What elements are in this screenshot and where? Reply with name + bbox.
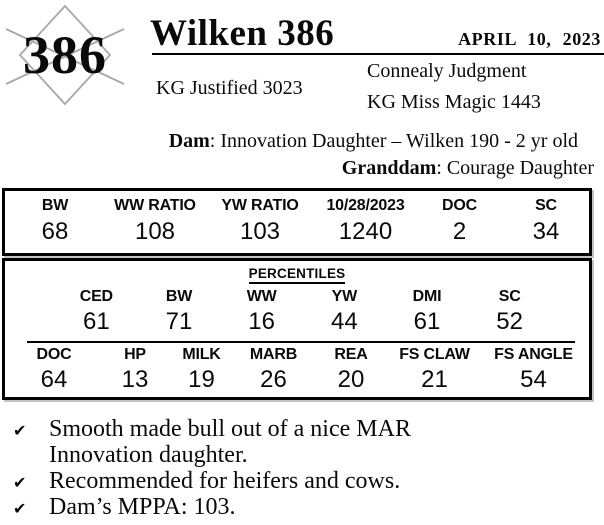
dam-label: Dam	[168, 130, 210, 152]
check-icon: ✔	[13, 499, 27, 518]
perf-value-weight: 1240	[338, 218, 393, 245]
pct-value-marb: 26	[260, 366, 287, 393]
check-icon: ✔	[13, 473, 27, 492]
pct-value-yw: 44	[330, 308, 358, 335]
granddam-line: Granddam: Courage Daughter	[342, 157, 594, 180]
pct-header-fs-angle: FS ANGLE	[494, 346, 573, 363]
percentiles-row2-values: 64 13 19 26 20 21 54	[5, 366, 589, 394]
pct-value-dmi: 61	[413, 308, 441, 335]
pct-header-marb: MARB	[249, 346, 298, 363]
pct-value-fs-claw: 21	[421, 366, 448, 393]
pct-header-milk: MILK	[182, 346, 221, 363]
performance-header-row: BW WW RATIO YW RATIO 10/28/2023 DOC SC	[5, 197, 589, 215]
perf-header-ww-ratio: WW RATIO	[114, 197, 196, 214]
pct-value-fs-angle: 54	[520, 366, 547, 393]
granddam-value: : Courage Daughter	[436, 157, 594, 179]
pct-header-dmi: DMI	[412, 288, 442, 305]
note-item: ✔ Dam’s MPPA: 103.	[13, 494, 499, 520]
pct-header-rea: REA	[334, 346, 368, 363]
pct-value-doc: 64	[40, 366, 68, 393]
page-title: Wilken 386	[150, 13, 335, 54]
percentiles-title: PERCENTILES	[248, 266, 346, 284]
perf-header-sc: SC	[535, 197, 557, 214]
percentiles-title-row: PERCENTILES	[5, 265, 589, 284]
percentiles-row1-values: 61 71 16 44 61 52	[5, 308, 589, 336]
dam-line: Dam: Innovation Daughter – Wilken 190 - …	[169, 130, 578, 153]
note-item: ✔ Smooth made bull out of a nice MAR Inn…	[13, 416, 499, 468]
birth-date: APRIL 10, 2023	[458, 29, 601, 49]
lot-tag: 386	[2, 2, 128, 108]
diamond-x-brand-icon	[5, 4, 125, 106]
title-rule	[152, 53, 604, 55]
granddam-label: Granddam	[341, 157, 437, 179]
pct-value-milk: 19	[188, 366, 215, 393]
notes-list: ✔ Smooth made bull out of a nice MAR Inn…	[13, 416, 499, 520]
performance-value-row: 68 108 103 1240 2 34	[5, 218, 589, 246]
percentiles-row1-headers: CED BW WW YW DMI SC	[5, 288, 589, 306]
perf-header-weigh-date: 10/28/2023	[326, 197, 405, 214]
pct-value-rea: 20	[337, 366, 365, 393]
pct-header-fs-claw: FS CLAW	[399, 346, 470, 363]
pct-header-doc: DOC	[36, 346, 72, 363]
note-text: Dam’s MPPA: 103.	[49, 494, 236, 520]
perf-value-yw-ratio: 103	[239, 218, 281, 245]
perf-value-bw: 68	[41, 218, 69, 245]
pct-header-ww: WW	[246, 288, 277, 305]
pct-header-yw: YW	[331, 288, 358, 305]
pct-value-sc: 52	[496, 308, 523, 335]
pct-header-sc: SC	[498, 288, 521, 305]
pct-header-bw: BW	[165, 288, 193, 305]
note-text: Recommended for heifers and cows.	[49, 468, 401, 494]
pct-header-ced: CED	[79, 288, 113, 305]
perf-header-bw: BW	[41, 197, 69, 214]
sire-name: KG Justified 3023	[156, 77, 303, 99]
percentiles-row2-headers: DOC HP MILK MARB REA FS CLAW FS ANGLE	[5, 346, 589, 364]
perf-header-doc: DOC	[442, 197, 477, 214]
sire-dam-name: KG Miss Magic 1443	[367, 91, 541, 113]
note-item: ✔ Recommended for heifers and cows.	[13, 468, 499, 494]
percentiles-table: PERCENTILES CED BW WW YW DMI SC 61 71 16…	[2, 258, 592, 400]
perf-value-ww-ratio: 108	[134, 218, 176, 245]
sire-sire-name: Connealy Judgment	[367, 60, 527, 82]
perf-value-sc: 34	[532, 218, 560, 245]
perf-value-doc: 2	[452, 218, 467, 245]
dam-value: : Innovation Daughter – Wilken 190 - 2 y…	[209, 130, 578, 152]
percentiles-divider	[27, 341, 575, 343]
lot-number: 386	[23, 25, 107, 85]
note-text: Smooth made bull out of a nice MAR Innov…	[49, 416, 411, 468]
pct-value-ced: 61	[82, 308, 110, 335]
perf-header-yw-ratio: YW RATIO	[221, 197, 299, 214]
performance-table: BW WW RATIO YW RATIO 10/28/2023 DOC SC 6…	[2, 188, 592, 256]
check-icon: ✔	[13, 421, 27, 440]
pct-value-ww: 16	[248, 308, 275, 335]
pct-value-hp: 13	[121, 366, 149, 393]
pct-value-bw: 71	[165, 308, 193, 335]
pct-header-hp: HP	[124, 346, 146, 363]
